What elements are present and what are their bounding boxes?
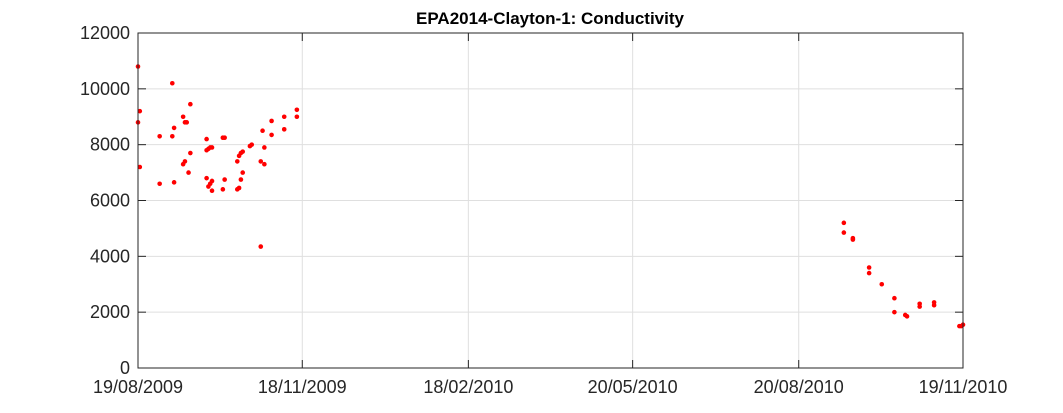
- x-tick-label: 20/05/2010: [588, 377, 678, 397]
- data-point: [269, 118, 274, 124]
- data-point: [841, 220, 847, 226]
- x-tick-label: 19/08/2009: [93, 377, 183, 397]
- data-point: [260, 128, 265, 134]
- data-point: [209, 145, 215, 150]
- tick-labels: 0 2000 4000 6000 8000 10000 12000 19/08/2009 18/…: [80, 23, 1007, 397]
- data-point: [169, 80, 175, 86]
- data-point: [137, 108, 143, 114]
- y-tick-label: 8000: [90, 135, 130, 155]
- data-point: [180, 114, 186, 120]
- data-point: [917, 304, 922, 309]
- data-point: [892, 295, 897, 301]
- data-point: [157, 181, 162, 187]
- data-point: [866, 270, 872, 276]
- y-tick-label: 4000: [90, 246, 130, 266]
- data-point: [262, 161, 267, 167]
- data-point: [188, 150, 193, 156]
- data-point: [234, 159, 240, 164]
- y-tick-label: 6000: [90, 191, 130, 211]
- x-tick-label: 19/11/2010: [919, 377, 1008, 397]
- data-point: [222, 177, 227, 182]
- data-point: [258, 159, 264, 164]
- data-point: [186, 170, 191, 175]
- data-point: [879, 281, 885, 287]
- data-point: [262, 145, 267, 150]
- data-point: [209, 188, 215, 194]
- axis-ticks: [137, 32, 964, 369]
- chart-title: EPA2014-Clayton-1: Conductivity: [416, 9, 685, 28]
- data-point: [269, 132, 274, 138]
- data-point: [850, 237, 856, 242]
- data-point: [171, 180, 177, 185]
- data-point: [294, 114, 300, 120]
- data-point: [249, 142, 255, 147]
- data-point: [841, 230, 847, 235]
- data-point: [892, 309, 897, 315]
- data-point: [222, 135, 227, 140]
- data-point: [904, 314, 910, 319]
- y-tick-label: 12000: [80, 23, 130, 43]
- data-point: [171, 125, 177, 131]
- data-point: [294, 107, 300, 113]
- data-point: [182, 159, 188, 164]
- x-tick-label: 18/11/2009: [258, 377, 347, 397]
- data-points: [135, 64, 966, 329]
- data-point: [169, 133, 175, 139]
- data-point: [238, 177, 244, 182]
- x-tick-label: 18/02/2010: [423, 377, 513, 397]
- data-point: [236, 185, 242, 191]
- data-point: [281, 127, 287, 132]
- data-point: [281, 114, 287, 120]
- data-point: [137, 164, 143, 170]
- data-point: [157, 133, 162, 139]
- data-point: [204, 175, 209, 181]
- y-tick-label: 0: [120, 358, 130, 378]
- data-point: [220, 187, 226, 192]
- data-point: [204, 136, 209, 142]
- data-point: [209, 178, 215, 184]
- x-tick-label: 20/08/2010: [754, 377, 844, 397]
- data-point: [240, 170, 246, 175]
- data-point: [188, 101, 193, 107]
- y-tick-label: 10000: [80, 79, 130, 99]
- data-point: [184, 120, 190, 125]
- data-point: [258, 244, 264, 249]
- y-tick-label: 2000: [90, 302, 130, 322]
- data-point: [866, 265, 872, 270]
- data-point: [240, 149, 246, 154]
- data-point: [931, 302, 937, 308]
